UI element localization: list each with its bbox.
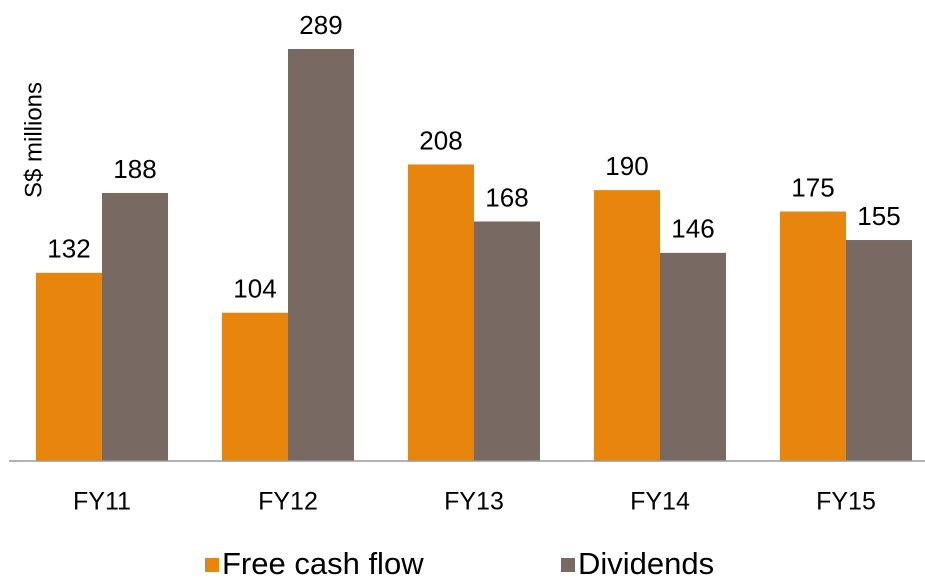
value-label: 132 bbox=[47, 234, 90, 264]
x-tick-label: FY13 bbox=[444, 488, 504, 516]
x-tick-label: FY12 bbox=[258, 488, 318, 516]
bar bbox=[36, 272, 102, 461]
value-label: 289 bbox=[299, 10, 342, 40]
bar bbox=[102, 192, 168, 461]
y-axis-label: S$ millions bbox=[20, 82, 47, 198]
bar bbox=[474, 221, 540, 461]
bar bbox=[222, 312, 288, 461]
bar bbox=[846, 240, 912, 461]
legend-swatch bbox=[561, 558, 575, 572]
legend-label: Free cash flow bbox=[222, 546, 424, 581]
bar bbox=[288, 48, 354, 462]
value-label: 104 bbox=[233, 274, 276, 304]
value-label: 175 bbox=[791, 172, 834, 202]
bar bbox=[408, 164, 474, 461]
value-label: 190 bbox=[605, 151, 648, 181]
value-label: 208 bbox=[419, 125, 462, 155]
legend-swatch bbox=[205, 558, 219, 572]
bar bbox=[780, 211, 846, 461]
value-label: 168 bbox=[485, 182, 528, 212]
value-label: 146 bbox=[671, 214, 714, 244]
x-tick-label: FY11 bbox=[73, 488, 131, 516]
value-label: 188 bbox=[113, 154, 156, 184]
bar bbox=[660, 252, 726, 461]
bar bbox=[594, 190, 660, 461]
legend-label: Dividends bbox=[578, 546, 714, 581]
x-tick-label: FY15 bbox=[816, 488, 876, 516]
value-label: 155 bbox=[857, 201, 900, 231]
x-tick-label: FY14 bbox=[630, 488, 690, 516]
